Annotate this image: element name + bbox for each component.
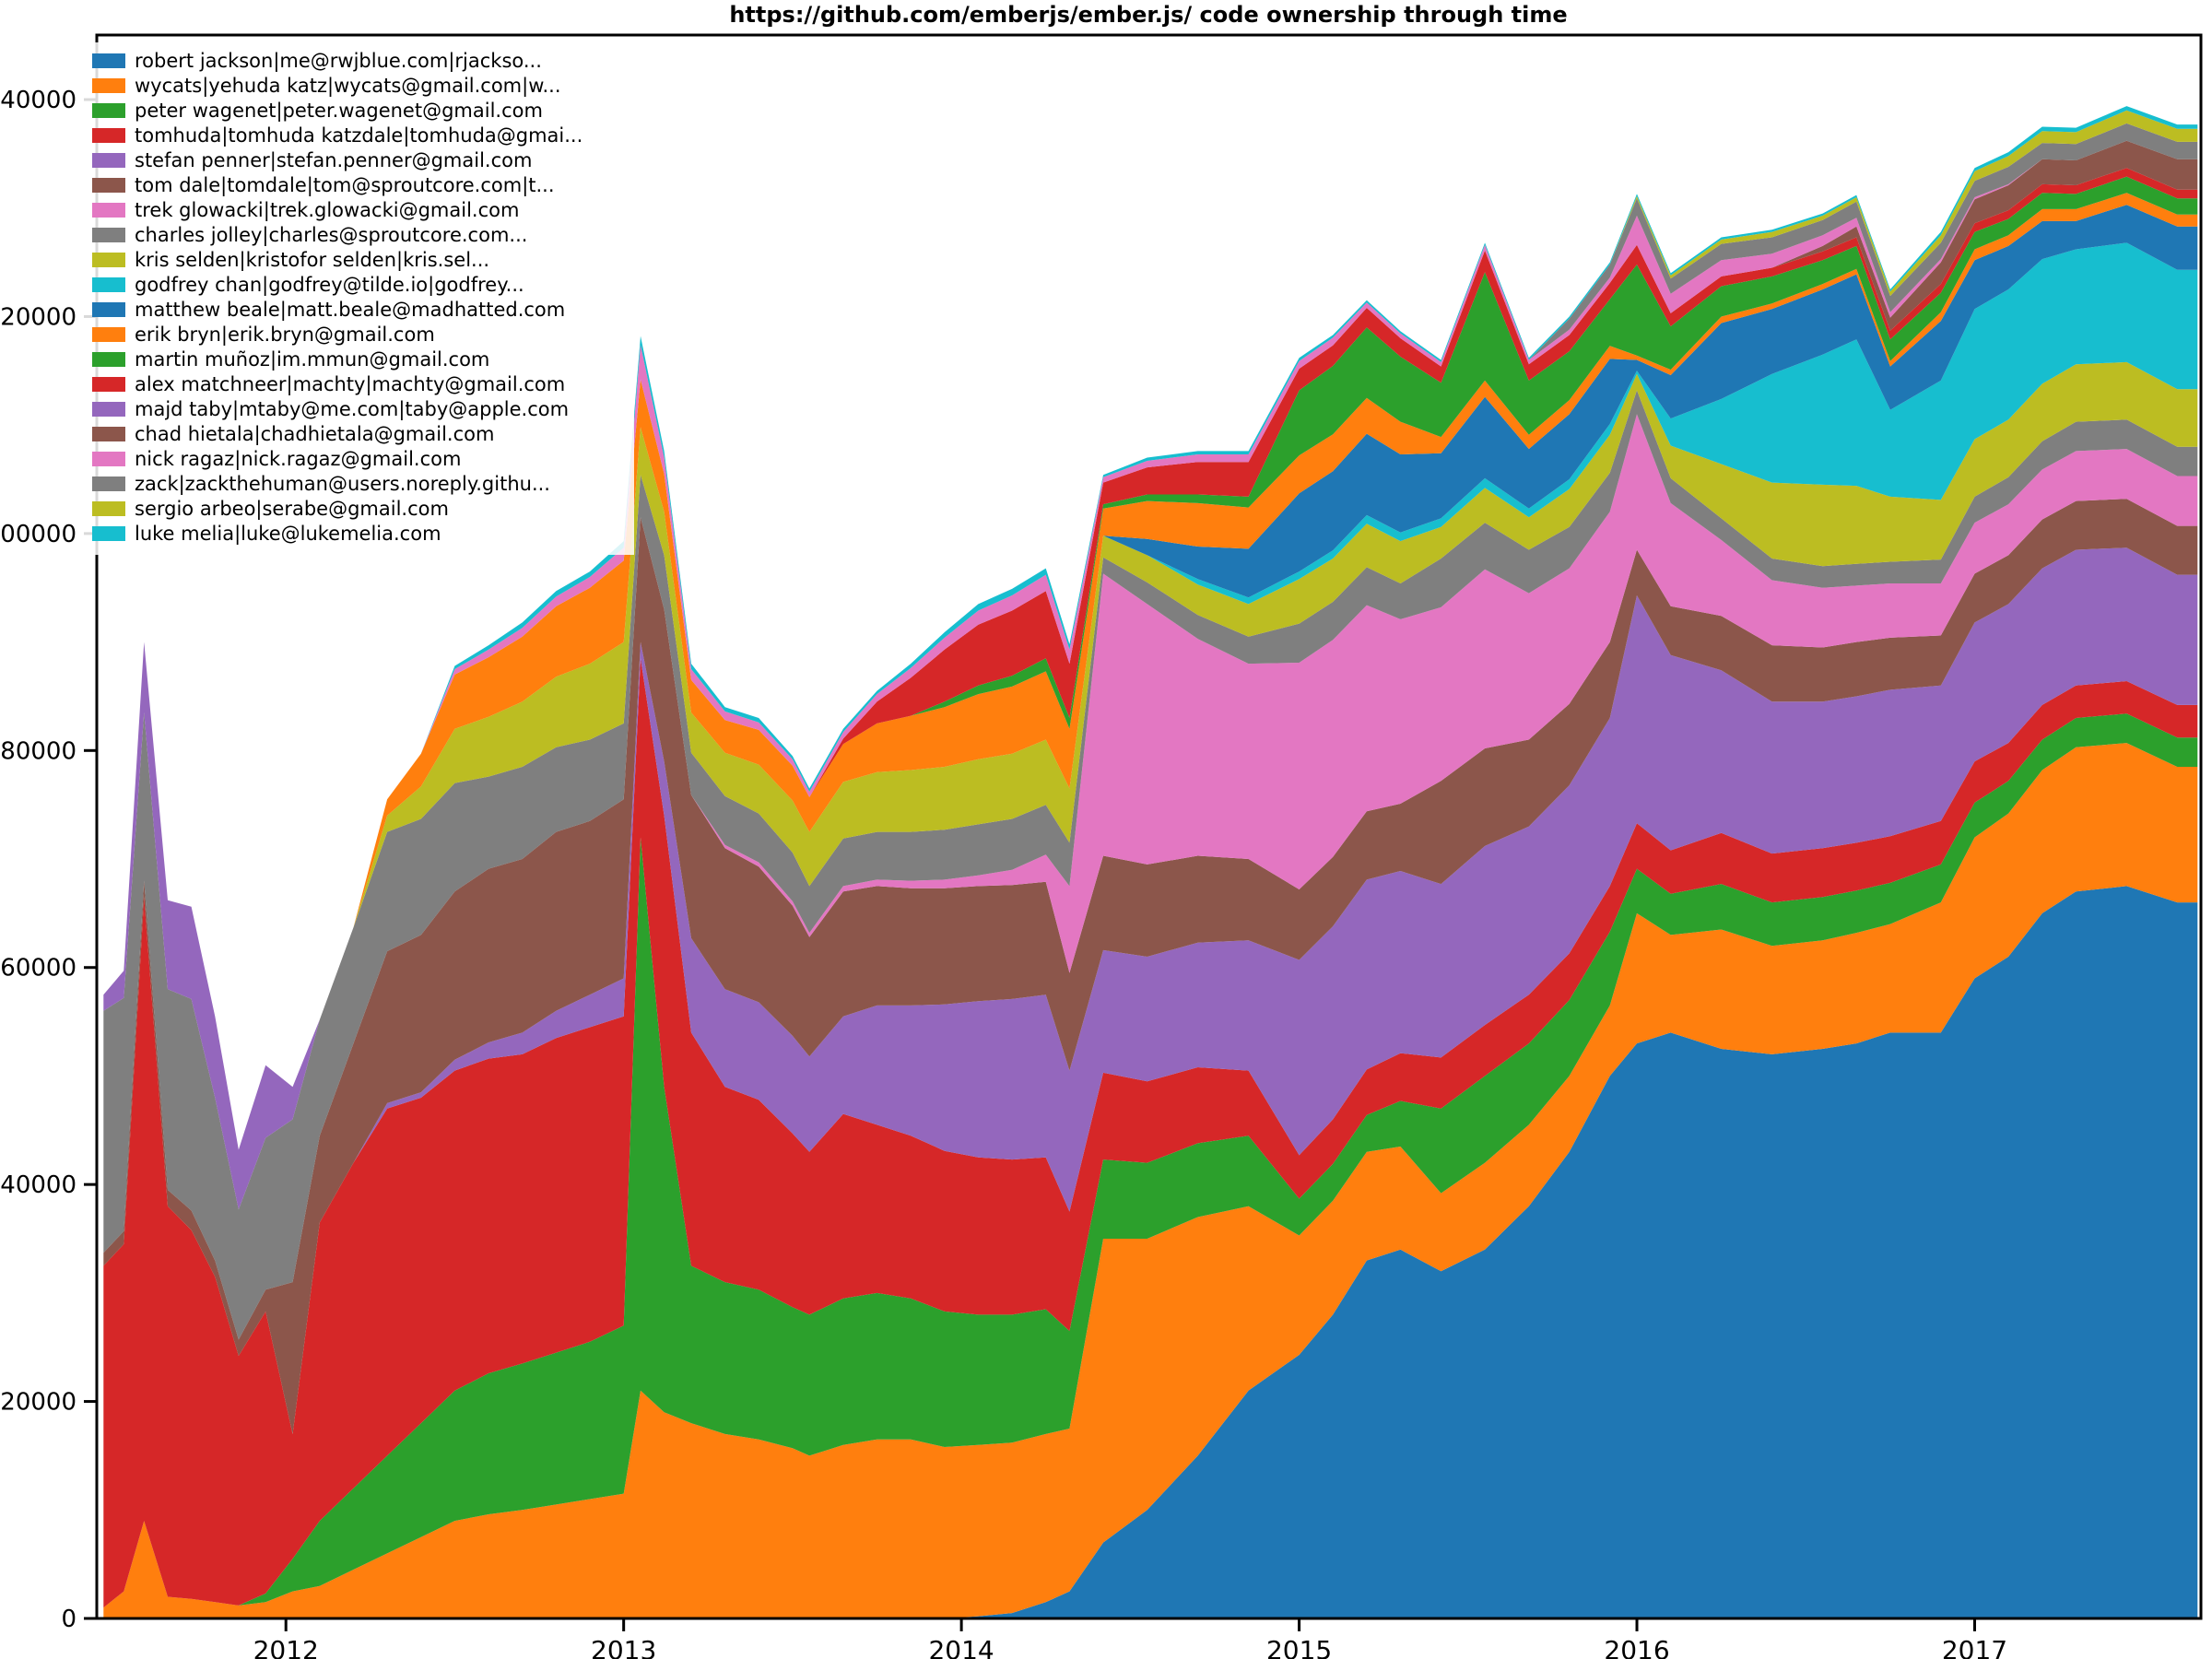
- plot-frame: [95, 33, 2203, 1620]
- legend-label: luke melia|luke@lukemelia.com: [135, 523, 441, 546]
- y-tick-label: 140000: [0, 87, 76, 114]
- legend-label: alex matchneer|machty|machty@gmail.com: [135, 373, 565, 396]
- legend-swatch: [92, 452, 125, 466]
- legend-item: kris selden|kristofor selden|kris.sel...: [92, 249, 489, 272]
- legend-swatch: [92, 153, 125, 168]
- legend-item: matthew beale|matt.beale@madhatted.com: [92, 299, 565, 322]
- legend-label: godfrey chan|godfrey@tilde.io|godfrey...: [135, 274, 524, 297]
- x-tick-label: 2012: [253, 1635, 319, 1659]
- area-series-6: [103, 499, 2198, 1434]
- stacked-area-bands: [103, 106, 2198, 1618]
- legend-item: peter wagenet|peter.wagenet@gmail.com: [92, 100, 543, 123]
- legend-item: erik bryn|erik.bryn@gmail.com: [92, 324, 435, 347]
- legend-swatch: [92, 327, 125, 342]
- x-tick-label: 2013: [591, 1635, 656, 1659]
- legend-label: wycats|yehuda katz|wycats@gmail.com|w...: [135, 75, 561, 98]
- legend-label: martin muñoz|im.mmun@gmail.com: [135, 348, 489, 371]
- legend-label: matthew beale|matt.beale@madhatted.com: [135, 299, 565, 322]
- x-tick-label: 2014: [928, 1635, 994, 1659]
- legend-swatch: [92, 253, 125, 267]
- legend-swatch: [92, 128, 125, 143]
- legend-swatch: [92, 352, 125, 367]
- y-tick-label: 120000: [0, 303, 76, 331]
- x-tick-label: 2016: [1604, 1635, 1669, 1659]
- legend-item: sergio arbeo|serabe@gmail.com: [92, 498, 449, 521]
- legend-label: nick ragaz|nick.ragaz@gmail.com: [135, 448, 461, 471]
- y-tick-label: 0: [61, 1606, 76, 1633]
- legend-label: tomhuda|tomhuda katzdale|tomhuda@gmai...: [135, 124, 582, 147]
- legend-label: sergio arbeo|serabe@gmail.com: [135, 498, 449, 521]
- y-tick-label: 60000: [0, 955, 76, 982]
- legend-swatch: [92, 178, 125, 193]
- legend-label: stefan penner|stefan.penner@gmail.com: [135, 149, 532, 172]
- legend-item: trek glowacki|trek.glowacki@gmail.com: [92, 199, 519, 222]
- legend-label: charles jolley|charles@sproutcore.com...: [135, 224, 527, 247]
- legend-label: kris selden|kristofor selden|kris.sel...: [135, 249, 489, 272]
- legend: robert jackson|me@rwjblue.com|rjackso...…: [81, 42, 634, 555]
- legend-label: majd taby|mtaby@me.com|taby@apple.com: [135, 398, 569, 421]
- legend-swatch: [92, 302, 125, 317]
- legend-label: erik bryn|erik.bryn@gmail.com: [135, 324, 435, 347]
- legend-item: wycats|yehuda katz|wycats@gmail.com|w...: [92, 75, 561, 98]
- legend-label: trek glowacki|trek.glowacki@gmail.com: [135, 199, 519, 222]
- legend-swatch: [92, 526, 125, 541]
- y-tick-label: 40000: [0, 1171, 76, 1199]
- x-tick-label: 2015: [1266, 1635, 1332, 1659]
- area-series-1: [103, 886, 2198, 1618]
- y-axis-ticks: 0 20000 40000 60000 80000 100000 120000 140000: [0, 87, 97, 1633]
- legend-swatch: [92, 377, 125, 392]
- y-tick-label: 20000: [0, 1389, 76, 1417]
- area-series-10: [103, 242, 2198, 1210]
- legend-swatch: [92, 53, 125, 68]
- y-tick-label: 100000: [0, 521, 76, 548]
- y-tick-label: 80000: [0, 737, 76, 765]
- legend-swatch: [92, 228, 125, 242]
- legend-swatch: [92, 501, 125, 516]
- legend-label: robert jackson|me@rwjblue.com|rjackso...: [135, 50, 542, 73]
- legend-label: tom dale|tomdale|tom@sproutcore.com|t...: [135, 174, 555, 197]
- area-series-20: [103, 106, 2198, 1150]
- area-series-3: [103, 713, 2198, 1608]
- legend-item: majd taby|mtaby@me.com|taby@apple.com: [92, 398, 569, 421]
- legend-item: martin muñoz|im.mmun@gmail.com: [92, 348, 489, 371]
- legend-swatch: [92, 477, 125, 491]
- legend-item: tomhuda|tomhuda katzdale|tomhuda@gmai...: [92, 124, 582, 147]
- legend-item: chad hietala|chadhietala@gmail.com: [92, 423, 494, 446]
- legend-label: peter wagenet|peter.wagenet@gmail.com: [135, 100, 543, 123]
- legend-item: zack|zackthehuman@users.noreply.githu...: [92, 473, 550, 496]
- legend-item: nick ragaz|nick.ragaz@gmail.com: [92, 448, 461, 471]
- legend-swatch: [92, 78, 125, 93]
- legend-item: charles jolley|charles@sproutcore.com...: [92, 224, 527, 247]
- area-series-9: [103, 361, 2198, 1210]
- legend-item: luke melia|luke@lukemelia.com: [92, 523, 441, 546]
- x-axis-ticks: 2012 2013 2014 2015 2016 2017: [253, 1618, 2007, 1659]
- legend-swatch: [92, 277, 125, 292]
- legend-swatch: [92, 427, 125, 441]
- legend-item: alex matchneer|machty|machty@gmail.com: [92, 373, 565, 396]
- area-series-12: [103, 193, 2198, 1210]
- legend-swatch: [92, 402, 125, 417]
- area-series-4: [103, 658, 2198, 1608]
- legend-item: tom dale|tomdale|tom@sproutcore.com|t...: [92, 174, 555, 197]
- legend-background: [81, 42, 634, 555]
- chart-title: https://github.com/emberjs/ember.js/ cod…: [729, 2, 1567, 28]
- legend-item: robert jackson|me@rwjblue.com|rjackso...: [92, 50, 542, 73]
- legend-item: godfrey chan|godfrey@tilde.io|godfrey...: [92, 274, 524, 297]
- area-series-2: [103, 743, 2198, 1618]
- legend-label: chad hietala|chadhietala@gmail.com: [135, 423, 494, 446]
- legend-swatch: [92, 103, 125, 118]
- legend-label: zack|zackthehuman@users.noreply.githu...: [135, 473, 550, 496]
- legend-item: stefan penner|stefan.penner@gmail.com: [92, 149, 532, 172]
- legend-swatch: [92, 203, 125, 218]
- x-tick-label: 2017: [1942, 1635, 2007, 1659]
- area-series-5: [103, 547, 2198, 1434]
